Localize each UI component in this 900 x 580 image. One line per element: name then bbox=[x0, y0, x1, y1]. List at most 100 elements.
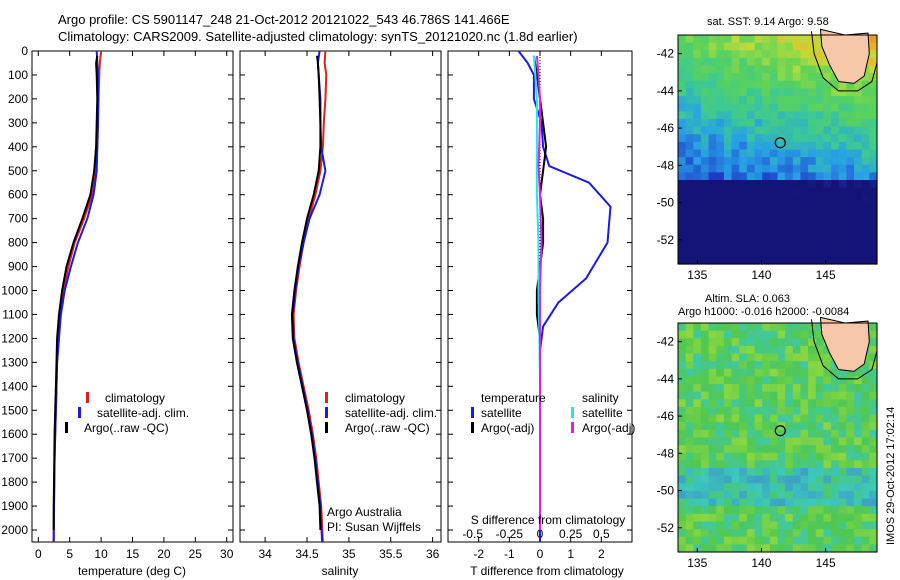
map-cell bbox=[792, 195, 802, 204]
map-cell bbox=[739, 134, 748, 143]
map-cell bbox=[838, 180, 847, 189]
map-cell bbox=[792, 42, 802, 51]
legend-label-sal-satellite: satellite bbox=[582, 406, 623, 420]
map-cell bbox=[754, 414, 763, 423]
map-cell bbox=[823, 452, 832, 461]
map-cell bbox=[693, 50, 702, 59]
map-cell bbox=[723, 111, 733, 120]
map-cell bbox=[685, 338, 694, 347]
map-cell bbox=[769, 42, 779, 51]
map-cell bbox=[808, 195, 817, 204]
map-cell bbox=[723, 460, 733, 469]
map-cell bbox=[739, 118, 748, 128]
map-cell bbox=[723, 338, 733, 347]
map-cell bbox=[678, 256, 687, 265]
map-cell bbox=[693, 361, 702, 370]
map-cell bbox=[762, 544, 771, 553]
map-cell bbox=[678, 506, 687, 515]
map-cell bbox=[785, 42, 794, 51]
legend-swatch-sal-argo bbox=[571, 422, 574, 433]
map-cell bbox=[869, 429, 878, 439]
map-cell bbox=[785, 384, 794, 393]
map-cell bbox=[823, 164, 832, 173]
x-tick-label: 34.5 bbox=[295, 547, 319, 561]
map-cell bbox=[846, 513, 855, 523]
map-cell bbox=[685, 544, 694, 553]
map-cell bbox=[823, 210, 832, 219]
map-cell bbox=[815, 172, 825, 181]
map-cell bbox=[769, 368, 779, 378]
map-cell bbox=[869, 445, 878, 454]
map-cell bbox=[808, 149, 817, 158]
map-cell bbox=[716, 73, 725, 82]
map-cell bbox=[678, 414, 687, 423]
map-cell bbox=[762, 353, 771, 362]
map-cell bbox=[846, 445, 855, 454]
map-cell bbox=[708, 490, 717, 500]
map-cell bbox=[723, 65, 733, 74]
map-cell bbox=[731, 57, 740, 67]
map-cell bbox=[762, 506, 771, 515]
top-x-tick-label: 0.25 bbox=[559, 527, 583, 541]
map-cell bbox=[700, 506, 710, 515]
map-cell bbox=[685, 65, 694, 74]
depth-tick-label: 1000 bbox=[1, 284, 28, 298]
map-cell bbox=[815, 218, 825, 227]
map-cell bbox=[846, 414, 855, 423]
map-cell bbox=[678, 468, 687, 477]
series-line-salinity-argo-adj- bbox=[535, 55, 543, 530]
map-cell bbox=[693, 118, 702, 128]
legend-swatch-satellite bbox=[78, 407, 81, 418]
map-cell bbox=[785, 65, 794, 74]
map-cell bbox=[700, 256, 710, 265]
map-cell bbox=[762, 149, 771, 158]
depth-tick-label: 100 bbox=[8, 68, 28, 82]
map-cell bbox=[723, 180, 733, 189]
map-cell bbox=[823, 475, 832, 484]
map-cell bbox=[678, 248, 687, 257]
map-cell bbox=[861, 118, 870, 128]
map-cell bbox=[769, 376, 779, 385]
map-cell bbox=[808, 422, 817, 431]
map-cell bbox=[823, 141, 832, 151]
map-cell bbox=[693, 225, 702, 235]
map-cell bbox=[846, 544, 855, 553]
map-cell bbox=[815, 57, 825, 67]
map-cell bbox=[785, 233, 794, 242]
map-cell bbox=[800, 35, 809, 44]
map-cell bbox=[785, 73, 794, 82]
map-cell bbox=[700, 330, 710, 339]
map-cell bbox=[685, 134, 694, 143]
map-cell bbox=[831, 521, 840, 530]
map-cell bbox=[815, 391, 825, 400]
map-cell bbox=[838, 498, 847, 507]
map-cell bbox=[792, 483, 802, 492]
map-cell bbox=[823, 536, 832, 545]
map-cell bbox=[762, 498, 771, 507]
map-cell bbox=[777, 164, 786, 173]
map-cell bbox=[846, 521, 855, 530]
map-cell bbox=[685, 330, 694, 339]
map-cell bbox=[792, 256, 802, 265]
map-cell bbox=[746, 529, 756, 538]
map-cell bbox=[762, 57, 771, 67]
map-cell bbox=[746, 513, 756, 523]
map-cell bbox=[723, 233, 733, 242]
map-cell bbox=[754, 483, 763, 492]
map-cell bbox=[823, 126, 832, 135]
map-cell bbox=[754, 248, 763, 257]
map-cell bbox=[861, 134, 870, 143]
map-cell bbox=[846, 506, 855, 515]
map-cell bbox=[800, 323, 809, 332]
map-cell bbox=[746, 96, 756, 105]
map-cell bbox=[846, 103, 855, 112]
map-cell bbox=[838, 536, 847, 545]
map-cell bbox=[678, 96, 687, 105]
map-cell bbox=[823, 521, 832, 530]
map-cell bbox=[754, 544, 763, 553]
map-cell bbox=[716, 452, 725, 461]
map-cell bbox=[838, 225, 847, 235]
map-cell bbox=[815, 483, 825, 492]
map-cell bbox=[808, 248, 817, 257]
map-cell bbox=[746, 384, 756, 393]
